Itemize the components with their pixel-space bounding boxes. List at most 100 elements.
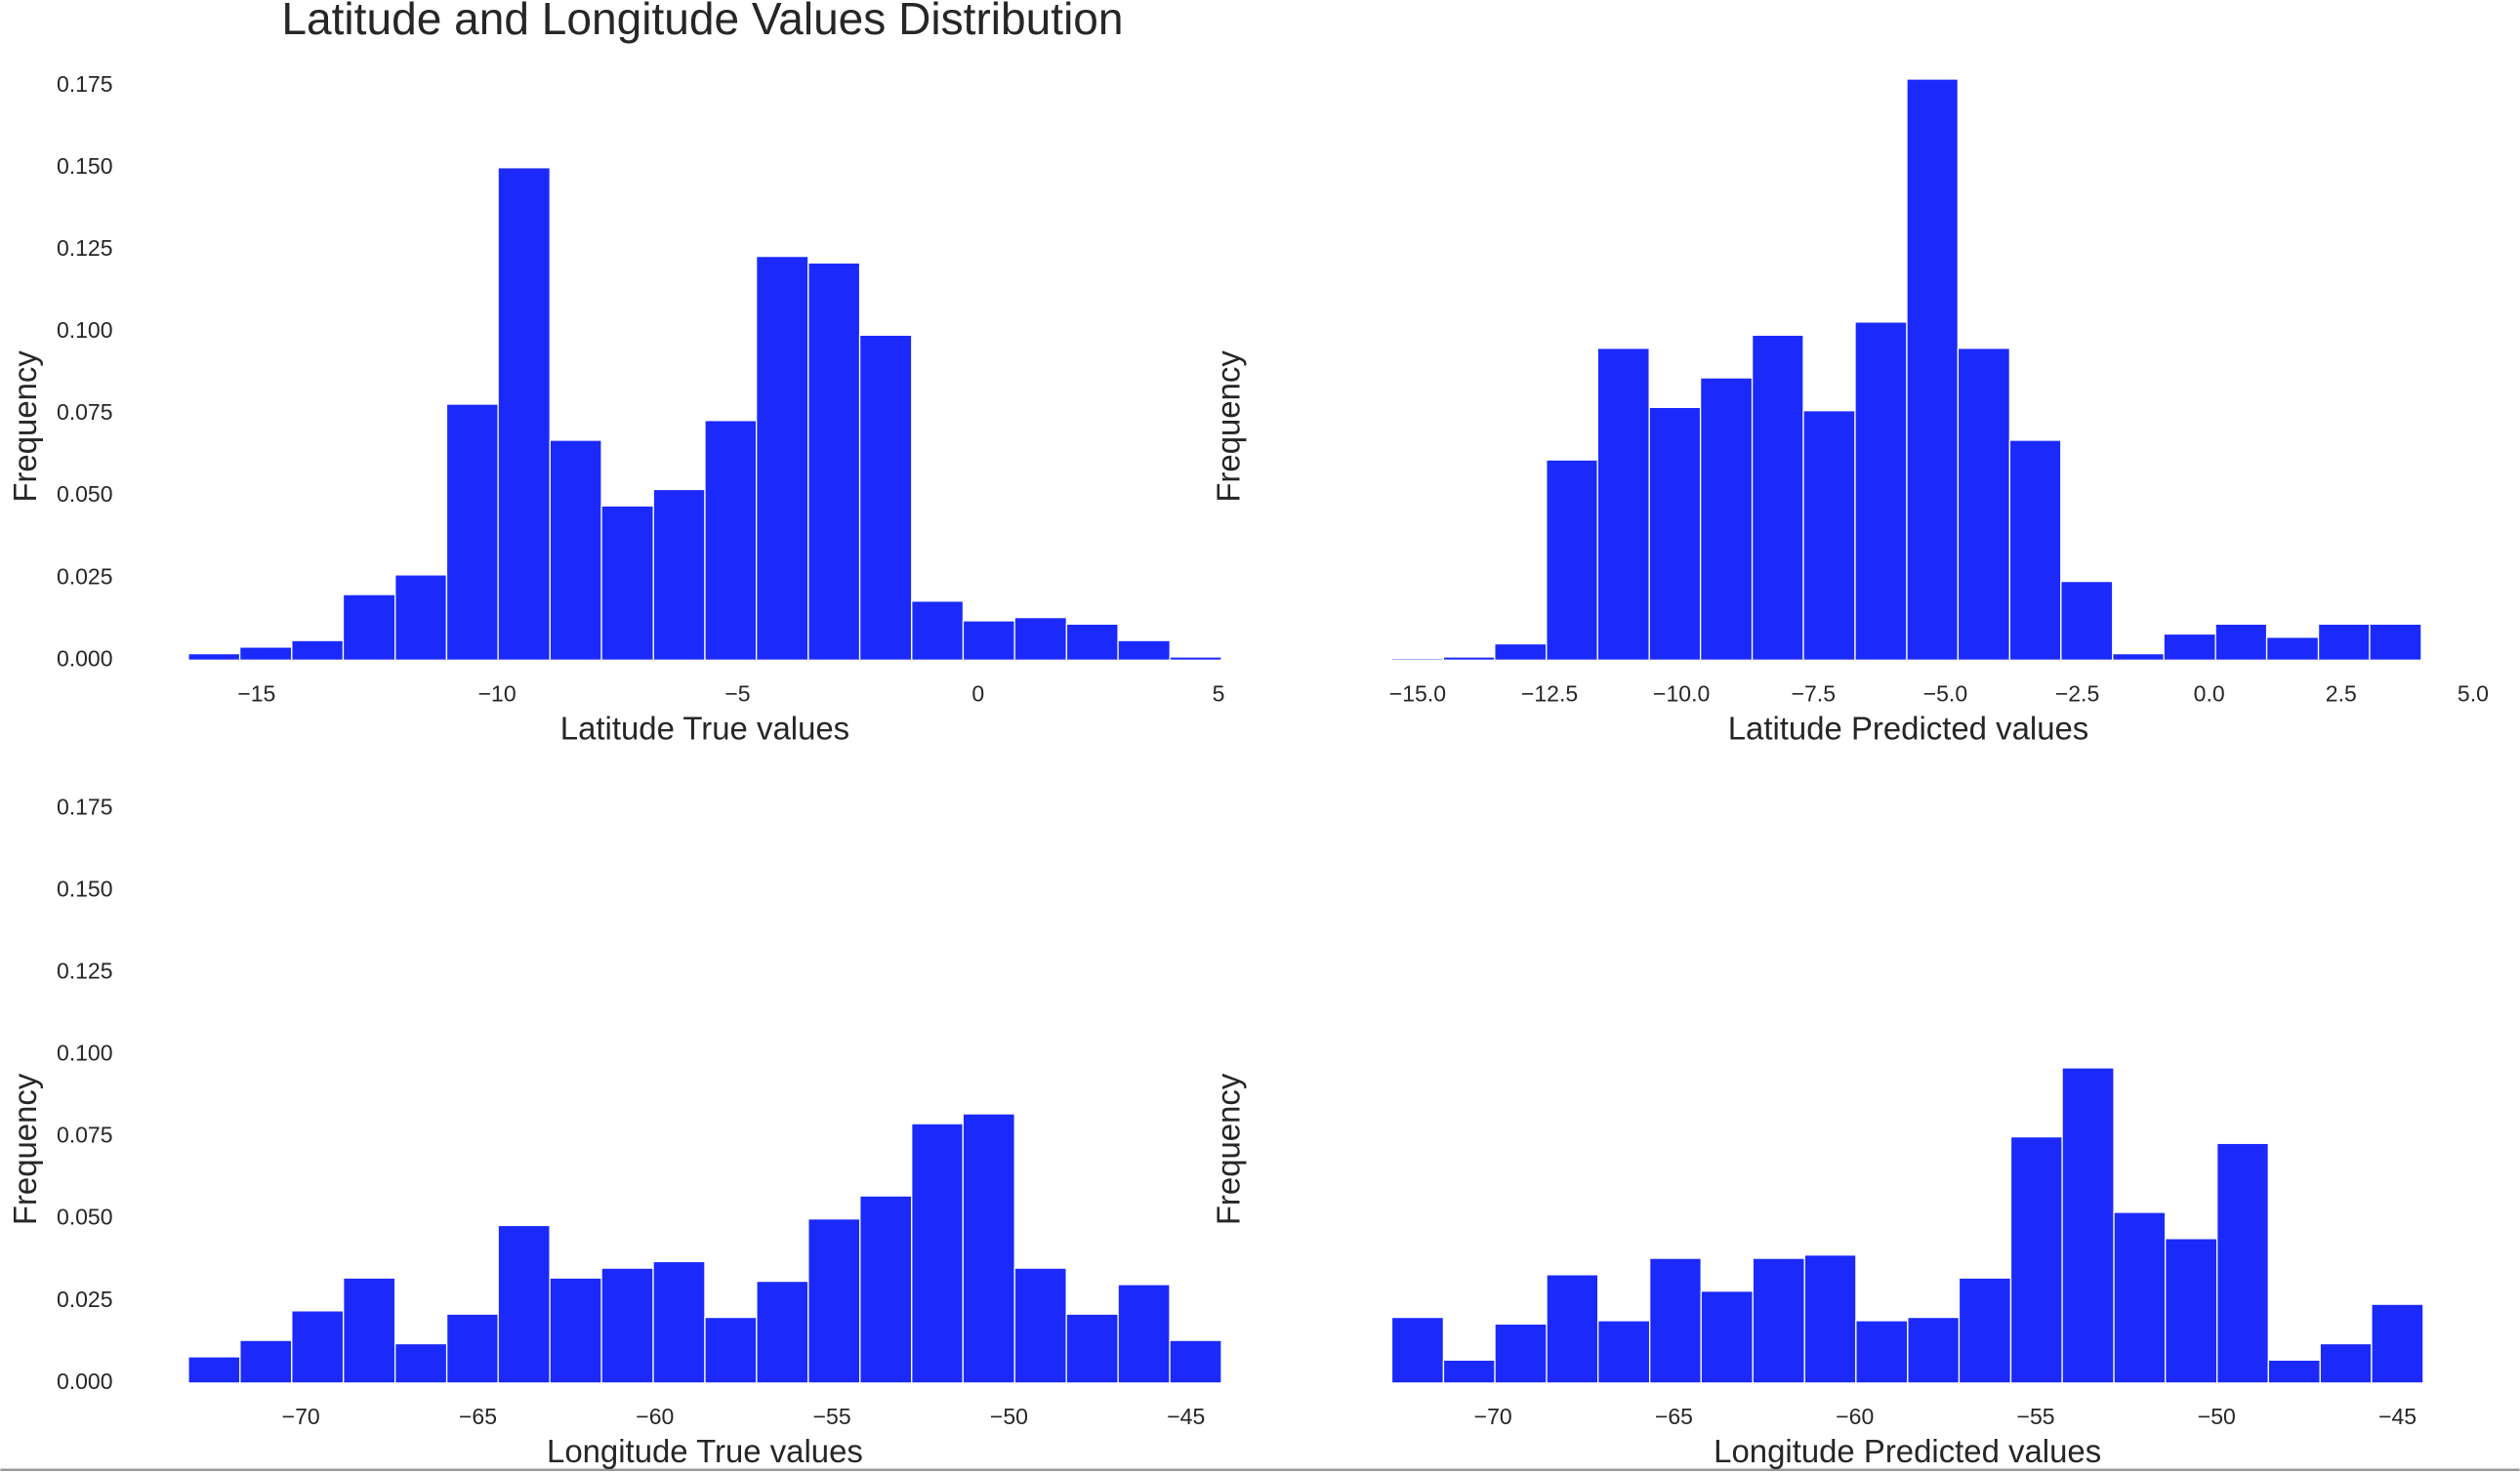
bar: [549, 439, 602, 661]
y-axis-label: Frequency: [1211, 350, 1247, 503]
x-tick-label: −10.0: [1653, 681, 1710, 707]
x-tick-label: 2.5: [2326, 681, 2357, 707]
x-axis-label: Latitude True values: [560, 710, 849, 746]
y-tick-label: 0.050: [57, 481, 113, 507]
bar: [2319, 1342, 2373, 1384]
bar: [911, 600, 965, 661]
bar: [704, 420, 758, 661]
y-tick-label: 0.000: [57, 645, 113, 671]
bar: [1065, 623, 1119, 661]
y-tick-label: 0.100: [57, 317, 113, 343]
x-tick-label: 0: [971, 681, 984, 707]
x-axis-label: Latitude Predicted values: [1728, 710, 2089, 746]
x-tick-label: −15.0: [1389, 681, 1446, 707]
bar: [1700, 1290, 1754, 1384]
bar: [859, 1195, 913, 1384]
bar: [2112, 652, 2165, 661]
bar: [704, 1316, 758, 1384]
bar: [187, 1356, 241, 1384]
bar: [291, 1310, 345, 1384]
x-tick-label: 5.0: [2458, 681, 2489, 707]
x-axis-label: Longitude Predicted values: [1714, 1433, 2101, 1469]
bar: [291, 639, 345, 661]
bar: [1013, 616, 1068, 661]
bar: [1390, 657, 1445, 661]
bar: [1596, 348, 1650, 661]
x-tick-label: −2.5: [2055, 681, 2099, 707]
bar: [549, 1277, 602, 1384]
bar: [1648, 1257, 1702, 1384]
bar: [1957, 348, 2011, 661]
bar: [1752, 1257, 1805, 1384]
y-tick-label: 0.150: [57, 876, 113, 901]
bar: [2113, 1211, 2167, 1384]
bar: [756, 255, 809, 661]
bar: [1117, 1284, 1171, 1384]
bar: [756, 1280, 809, 1384]
x-tick-label: −5: [724, 681, 750, 707]
bar: [497, 167, 551, 661]
bar: [1907, 1316, 1961, 1384]
bar: [2267, 1359, 2321, 1384]
bar: [239, 1339, 293, 1384]
bar: [1117, 639, 1171, 661]
bar: [962, 620, 1015, 661]
bar: [394, 1342, 448, 1384]
bar: [2265, 636, 2320, 661]
bar: [1699, 377, 1754, 661]
bar: [2317, 623, 2371, 661]
bar: [858, 334, 913, 661]
x-tick-label: −15: [237, 681, 275, 707]
bar: [1803, 1254, 1857, 1384]
bar: [1494, 1323, 1548, 1384]
y-tick-label: 0.175: [57, 794, 113, 819]
bar: [238, 646, 293, 661]
bar: [1442, 656, 1496, 661]
x-tick-label: −5.0: [1923, 681, 1967, 707]
bar: [1751, 334, 1804, 661]
bar: [962, 1113, 1015, 1384]
y-tick-label: 0.100: [57, 1041, 113, 1066]
bar: [1546, 1274, 1599, 1384]
bar: [2216, 1142, 2269, 1384]
bar: [1494, 642, 1548, 661]
bar: [2008, 439, 2062, 661]
x-tick-label: −70: [1474, 1404, 1512, 1429]
bar: [2369, 623, 2422, 661]
bar: [1854, 321, 1908, 661]
bar: [445, 403, 499, 661]
x-tick-label: −65: [459, 1404, 497, 1429]
bar: [1958, 1277, 2012, 1384]
y-tick-label: 0.025: [57, 1287, 113, 1312]
bar: [343, 1277, 396, 1384]
bar: [342, 593, 396, 661]
bar: [2165, 1238, 2218, 1384]
y-tick-label: 0.075: [57, 399, 113, 425]
bar: [1855, 1320, 1909, 1384]
bar: [1906, 78, 1960, 661]
bar: [1169, 656, 1222, 661]
x-tick-label: −50: [990, 1404, 1028, 1429]
bar: [2061, 1067, 2115, 1384]
bar: [1648, 406, 1702, 661]
bar: [445, 1313, 499, 1384]
x-tick-label: −45: [1167, 1404, 1205, 1429]
bar: [1802, 410, 1856, 661]
bar: [187, 652, 241, 661]
x-tick-label: −50: [2198, 1404, 2236, 1429]
x-tick-label: −70: [282, 1404, 320, 1429]
bar: [807, 262, 861, 661]
bar: [807, 1218, 861, 1384]
bar: [1546, 459, 1598, 661]
x-tick-label: −10: [478, 681, 516, 707]
x-tick-label: −45: [2378, 1404, 2417, 1429]
bar: [1390, 1316, 1445, 1384]
y-tick-label: 0.075: [57, 1123, 113, 1148]
bar: [2163, 633, 2216, 661]
bar: [394, 574, 448, 661]
bar: [600, 1267, 654, 1384]
bar: [911, 1123, 964, 1384]
y-tick-label: 0.125: [57, 235, 113, 261]
x-tick-label: −60: [636, 1404, 674, 1429]
